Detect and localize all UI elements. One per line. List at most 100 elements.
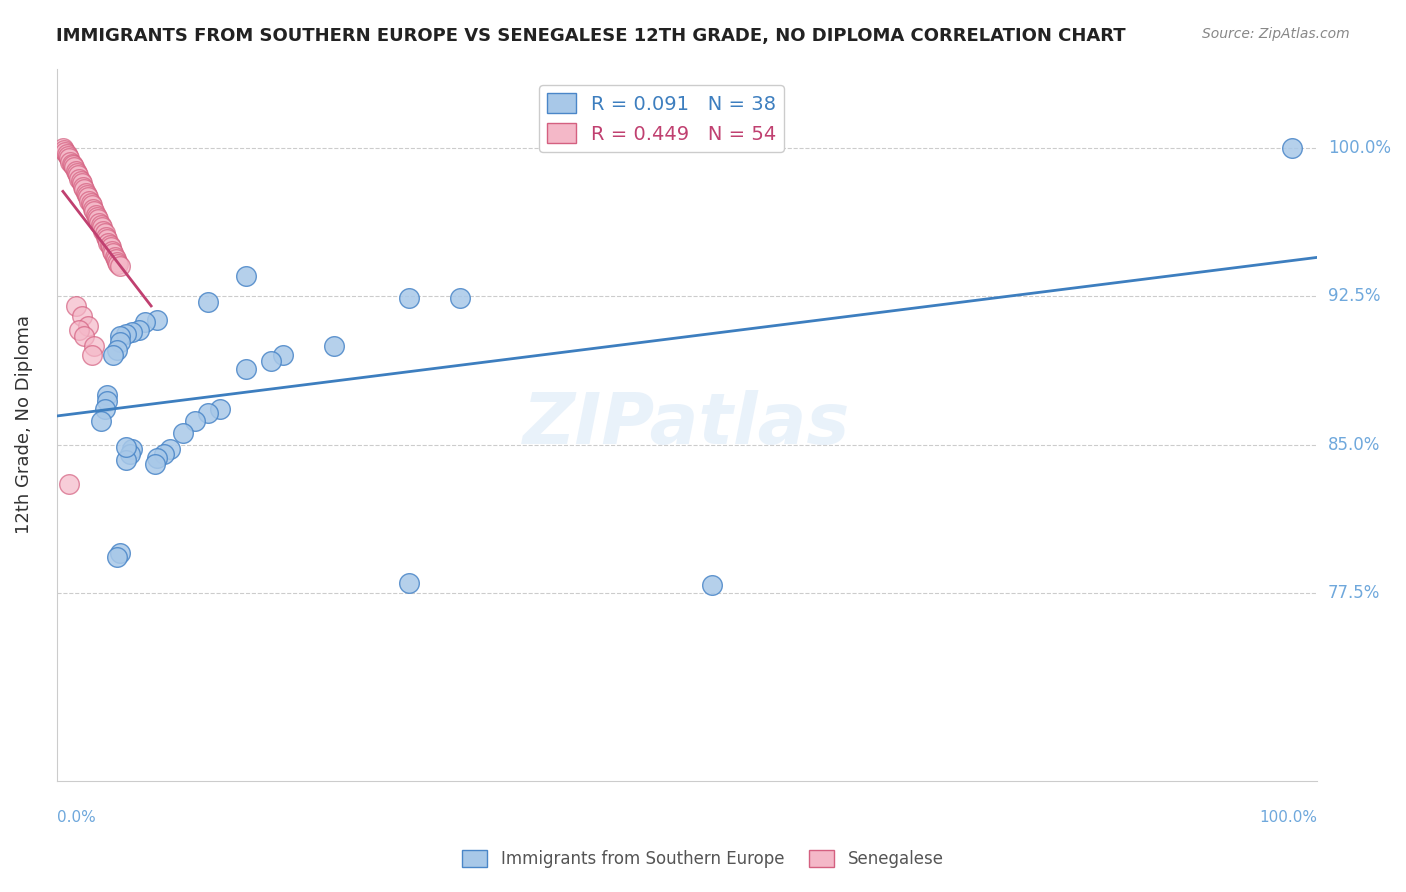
- Point: [107, 257, 129, 271]
- Point: [63, 161, 86, 175]
- Legend: R = 0.091   N = 38, R = 0.449   N = 54: R = 0.091 N = 38, R = 0.449 N = 54: [538, 86, 785, 152]
- Point: [77, 318, 100, 333]
- Point: [108, 334, 131, 349]
- Point: [72, 180, 94, 194]
- Point: [96, 394, 118, 409]
- Point: [73, 182, 96, 196]
- Point: [59, 154, 82, 169]
- Point: [209, 401, 232, 416]
- Point: [67, 172, 90, 186]
- Point: [93, 226, 115, 240]
- Point: [184, 414, 207, 428]
- Point: [76, 188, 98, 202]
- Point: [65, 164, 87, 178]
- Point: [70, 309, 93, 323]
- Point: [52, 141, 75, 155]
- Point: [80, 198, 103, 212]
- Point: [103, 245, 125, 260]
- Point: [105, 550, 128, 565]
- Point: [105, 343, 128, 357]
- Point: [53, 143, 76, 157]
- Y-axis label: 12th Grade, No Diploma: 12th Grade, No Diploma: [15, 315, 32, 534]
- Point: [62, 159, 84, 173]
- Point: [121, 325, 143, 339]
- Point: [73, 328, 96, 343]
- Point: [398, 291, 420, 305]
- Point: [118, 447, 141, 461]
- Point: [100, 240, 122, 254]
- Point: [65, 299, 87, 313]
- Point: [96, 388, 118, 402]
- Text: Source: ZipAtlas.com: Source: ZipAtlas.com: [1202, 27, 1350, 41]
- Point: [91, 224, 114, 238]
- Point: [58, 477, 80, 491]
- Point: [79, 196, 101, 211]
- Point: [83, 204, 105, 219]
- Point: [700, 578, 723, 592]
- Text: 77.5%: 77.5%: [1329, 584, 1381, 602]
- Point: [197, 406, 219, 420]
- Point: [104, 252, 127, 266]
- Point: [94, 229, 117, 244]
- Point: [84, 208, 107, 222]
- Point: [90, 218, 112, 232]
- Point: [273, 349, 295, 363]
- Point: [235, 269, 257, 284]
- Point: [86, 210, 108, 224]
- Point: [143, 458, 166, 472]
- Point: [146, 451, 169, 466]
- Text: 100.0%: 100.0%: [1329, 138, 1391, 157]
- Point: [55, 145, 77, 159]
- Text: 0.0%: 0.0%: [56, 810, 96, 824]
- Text: 85.0%: 85.0%: [1329, 435, 1381, 453]
- Point: [91, 219, 114, 234]
- Point: [80, 349, 103, 363]
- Point: [115, 453, 138, 467]
- Point: [101, 244, 124, 258]
- Text: 92.5%: 92.5%: [1329, 287, 1381, 305]
- Point: [115, 326, 138, 341]
- Point: [172, 425, 194, 440]
- Point: [108, 546, 131, 560]
- Point: [87, 211, 110, 226]
- Point: [60, 156, 83, 170]
- Point: [56, 148, 79, 162]
- Point: [69, 174, 91, 188]
- Point: [146, 313, 169, 327]
- Point: [79, 194, 101, 208]
- Point: [77, 190, 100, 204]
- Point: [235, 362, 257, 376]
- Point: [449, 291, 471, 305]
- Point: [108, 260, 131, 274]
- Point: [58, 151, 80, 165]
- Point: [398, 576, 420, 591]
- Point: [83, 338, 105, 352]
- Point: [97, 235, 120, 250]
- Point: [75, 186, 97, 201]
- Point: [96, 232, 118, 246]
- Point: [134, 315, 156, 329]
- Legend: Immigrants from Southern Europe, Senegalese: Immigrants from Southern Europe, Senegal…: [456, 843, 950, 875]
- Point: [159, 442, 181, 456]
- Point: [128, 323, 150, 337]
- Point: [121, 442, 143, 456]
- Point: [103, 250, 125, 264]
- Point: [1281, 141, 1303, 155]
- Point: [67, 169, 90, 183]
- Point: [108, 328, 131, 343]
- Point: [67, 323, 90, 337]
- Text: IMMIGRANTS FROM SOUTHERN EUROPE VS SENEGALESE 12TH GRADE, NO DIPLOMA CORRELATION: IMMIGRANTS FROM SOUTHERN EUROPE VS SENEG…: [56, 27, 1126, 45]
- Text: 100.0%: 100.0%: [1258, 810, 1317, 824]
- Point: [90, 414, 112, 428]
- Point: [98, 237, 121, 252]
- Point: [93, 401, 115, 416]
- Text: ZIPatlas: ZIPatlas: [523, 391, 851, 459]
- Point: [152, 447, 174, 461]
- Point: [66, 166, 89, 180]
- Point: [82, 202, 104, 216]
- Point: [70, 177, 93, 191]
- Point: [103, 349, 125, 363]
- Point: [55, 146, 77, 161]
- Point: [260, 354, 283, 368]
- Point: [197, 295, 219, 310]
